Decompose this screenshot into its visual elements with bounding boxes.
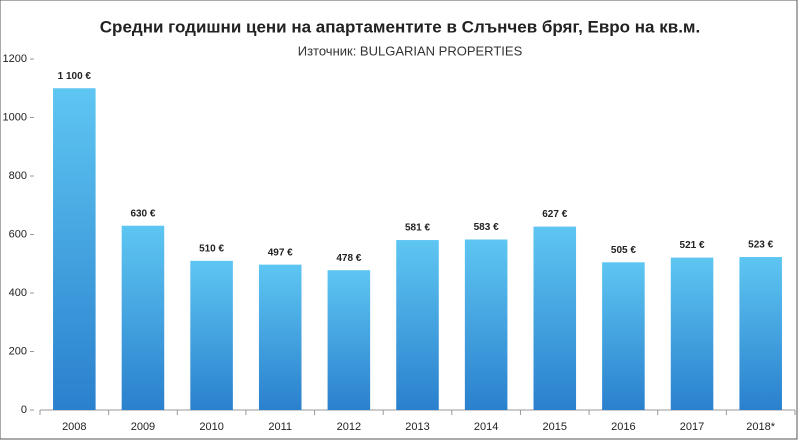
value-label: 523 € [748, 240, 773, 251]
y-tick-label: 600 [9, 228, 27, 240]
value-label: 583 € [474, 222, 499, 233]
chart-title: Средни годишни цени на апартаментите в С… [100, 17, 700, 36]
x-tick-label: 2008 [62, 421, 86, 433]
x-tick-label: 2010 [199, 421, 223, 433]
value-label: 630 € [130, 208, 155, 219]
bar [602, 262, 645, 410]
x-tick-label: 2016 [611, 421, 635, 433]
x-tick-label: 2014 [474, 421, 498, 433]
bar [739, 257, 782, 410]
bar [464, 239, 508, 410]
y-tick-label: 800 [9, 170, 27, 182]
bar [258, 264, 302, 410]
value-label: 521 € [680, 240, 705, 251]
bar [533, 226, 577, 410]
y-tick-label: 1000 [3, 111, 27, 123]
bar [670, 257, 714, 410]
x-tick-label: 2012 [337, 421, 361, 433]
x-tick-label: 2009 [131, 421, 155, 433]
value-label: 581 € [405, 223, 430, 234]
y-tick-label: 0 [21, 404, 27, 416]
x-tick-label: 2018* [746, 421, 775, 433]
bar [121, 225, 165, 410]
value-label: 497 € [268, 247, 293, 258]
value-label: 510 € [199, 243, 224, 254]
value-label: 478 € [336, 253, 361, 264]
value-label: 627 € [542, 209, 567, 220]
y-tick-label: 400 [9, 287, 27, 299]
x-tick-label: 2013 [405, 421, 429, 433]
value-label: 1 100 € [58, 71, 92, 82]
bar [190, 260, 233, 410]
value-label: 505 € [611, 245, 636, 256]
bar [53, 88, 96, 410]
x-tick-label: 2015 [543, 421, 567, 433]
x-tick-label: 2017 [680, 421, 704, 433]
bar [396, 240, 439, 410]
y-tick-label: 1200 [3, 53, 27, 65]
bar [327, 270, 371, 410]
y-tick-label: 200 [9, 345, 27, 357]
x-tick-label: 2011 [268, 421, 292, 433]
chart-subtitle: Източник: BULGARIAN PROPERTIES [298, 43, 523, 58]
